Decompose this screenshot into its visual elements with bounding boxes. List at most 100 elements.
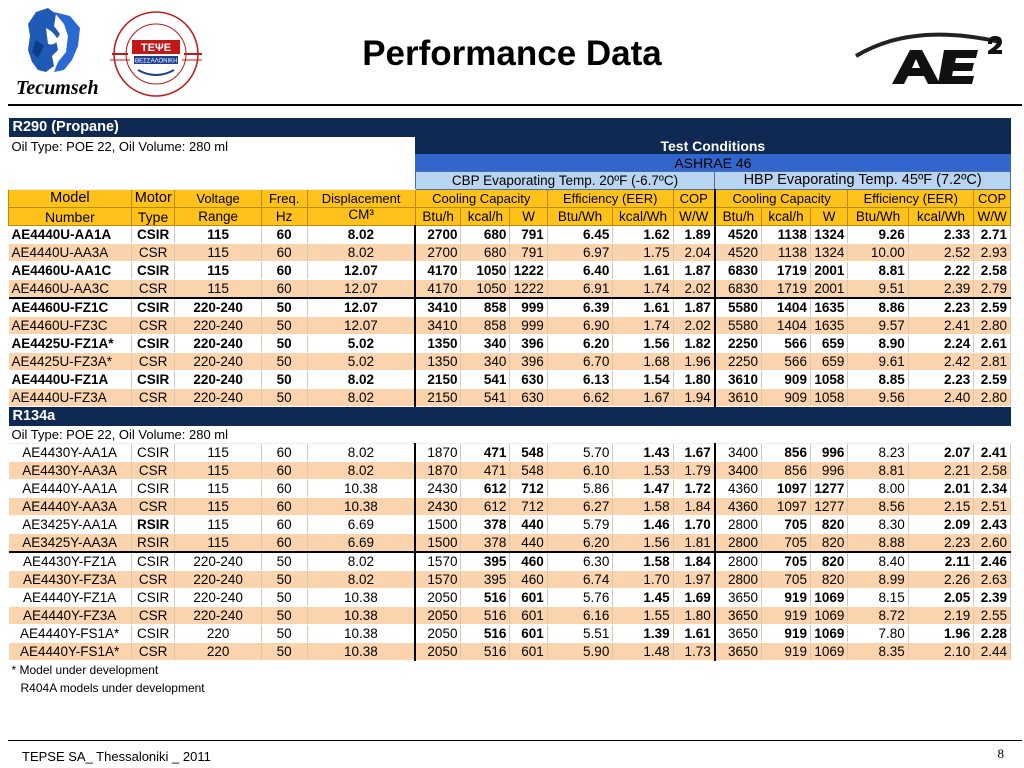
model-number-cell: AE4460U-AA3C <box>8 279 132 299</box>
data-cell: 378 <box>460 515 511 534</box>
data-cell: 2800 <box>713 515 763 534</box>
data-cell: CSR <box>131 279 176 299</box>
data-cell: 50 <box>261 388 308 407</box>
data-cell: 2.52 <box>908 243 975 262</box>
data-cell: 2.44 <box>973 642 1011 661</box>
data-cell: 1500 <box>414 533 462 553</box>
data-cell: 2.58 <box>973 461 1011 480</box>
data-cell: 1.46 <box>612 515 674 534</box>
model-number-cell: AE4440U-FZ1A <box>8 370 132 389</box>
data-cell: 2050 <box>414 624 462 643</box>
data-cell: CSIR <box>131 624 176 643</box>
data-cell: CSR <box>131 606 176 625</box>
data-cell: 1.89 <box>673 225 716 244</box>
data-cell: 919 <box>761 642 811 661</box>
data-cell: 996 <box>810 461 849 480</box>
data-cell: 2.93 <box>973 243 1011 262</box>
data-cell: 2.01 <box>908 479 975 498</box>
data-cell: 1.45 <box>612 588 674 607</box>
data-cell: 4170 <box>414 279 462 299</box>
data-cell: 3610 <box>713 370 763 389</box>
unit-label: kcal/Wh <box>907 207 975 226</box>
data-cell: 8.86 <box>847 297 909 317</box>
data-cell: 659 <box>810 334 849 353</box>
data-cell: 1.48 <box>612 642 674 661</box>
data-cell: 2.42 <box>908 352 975 371</box>
data-cell: 10.38 <box>307 497 416 516</box>
data-cell: 1870 <box>414 461 462 480</box>
data-cell: 1.94 <box>673 388 716 407</box>
tepse-seal-logo: ΤΕΨΕ ΘΕΣΣΑΛΟΝΙΚΗ <box>110 8 202 100</box>
data-cell: 8.23 <box>847 443 909 462</box>
unit-label: W/W <box>973 207 1011 226</box>
data-cell: 1.53 <box>612 461 674 480</box>
data-cell: 8.99 <box>847 570 909 589</box>
table-row: AE4440U-AA1A CSIR 115 60 8.02 2700 680 791 6.45 1… <box>8 225 1011 244</box>
data-cell: 996 <box>810 443 849 462</box>
data-cell: 4360 <box>713 479 763 498</box>
ae2-logo <box>852 28 1012 88</box>
data-cell: 1719 <box>761 279 811 299</box>
data-cell: CSR <box>131 243 176 262</box>
data-cell: 1404 <box>761 316 811 335</box>
data-cell: 6830 <box>713 279 763 299</box>
footer-text: TEPSE SA_ Thessaloniki _ 2011 <box>22 749 211 764</box>
data-cell: CSR <box>131 388 176 407</box>
cbp-condition: CBP Evaporating Temp. 20ºF (-6.7ºC) <box>414 171 716 190</box>
data-cell: 60 <box>261 515 308 534</box>
data-cell: 5.86 <box>547 479 614 498</box>
data-cell: 8.35 <box>847 642 909 661</box>
data-cell: 471 <box>460 443 511 462</box>
section-title: R134a <box>8 406 1011 426</box>
table-row: AE4430Y-FZ3A CSR 220-240 50 8.02 1570 395 460 6.… <box>8 570 1011 589</box>
data-cell: 2.46 <box>973 551 1011 571</box>
data-cell: 1500 <box>414 515 462 534</box>
data-cell: 1570 <box>414 551 462 571</box>
data-cell: CSR <box>131 352 176 371</box>
data-cell: 5580 <box>713 316 763 335</box>
data-cell: 516 <box>460 642 511 661</box>
data-cell: 471 <box>460 461 511 480</box>
data-cell: 8.15 <box>847 588 909 607</box>
data-cell: 2001 <box>810 261 849 280</box>
data-cell: 919 <box>761 606 811 625</box>
data-cell: 60 <box>261 243 308 262</box>
data-cell: 1050 <box>460 261 511 280</box>
model-number-cell: AE4440U-FZ3A <box>8 388 132 407</box>
data-cell: 115 <box>174 261 262 280</box>
data-cell: 2.19 <box>908 606 975 625</box>
data-cell: 2.60 <box>973 533 1011 553</box>
data-cell: 1.70 <box>612 570 674 589</box>
data-cell: 2.71 <box>973 225 1011 244</box>
data-cell: 460 <box>509 551 548 571</box>
unit-label: Btu/Wh <box>546 207 614 226</box>
column-header: Voltage <box>174 189 262 208</box>
data-cell: 9.51 <box>847 279 909 299</box>
data-cell: 2800 <box>713 551 763 571</box>
data-cell: 791 <box>509 225 548 244</box>
data-cell: 10.00 <box>847 243 909 262</box>
data-cell: 856 <box>761 461 811 480</box>
model-number-cell: AE4460U-AA1C <box>8 261 132 280</box>
data-cell: 630 <box>509 388 548 407</box>
svg-text:Tecumseh: Tecumseh <box>16 77 99 99</box>
data-cell: 712 <box>509 497 548 516</box>
data-cell: 2.24 <box>908 334 975 353</box>
column-subheader: CM³ <box>306 207 416 226</box>
data-cell: 220-240 <box>174 334 262 353</box>
data-cell: 2.80 <box>973 388 1011 407</box>
data-cell: 2150 <box>414 370 462 389</box>
data-cell: 2.34 <box>973 479 1011 498</box>
data-cell: 1069 <box>810 588 849 607</box>
hbp-condition: HBP Evaporating Temp. 45ºF (7.2ºC) <box>714 171 1011 190</box>
data-cell: 1.72 <box>673 479 716 498</box>
data-cell: 220-240 <box>174 352 262 371</box>
data-cell: CSIR <box>131 297 176 317</box>
data-cell: 4170 <box>414 261 462 280</box>
table-row: AE3425Y-AA1A RSIR 115 60 6.69 1500 378 440 5.79 1… <box>8 515 1011 534</box>
data-cell: 2.61 <box>973 334 1011 353</box>
data-cell: 50 <box>261 606 308 625</box>
data-cell: 8.40 <box>847 551 909 571</box>
data-cell: 1.96 <box>673 352 716 371</box>
data-cell: 1050 <box>460 279 511 299</box>
